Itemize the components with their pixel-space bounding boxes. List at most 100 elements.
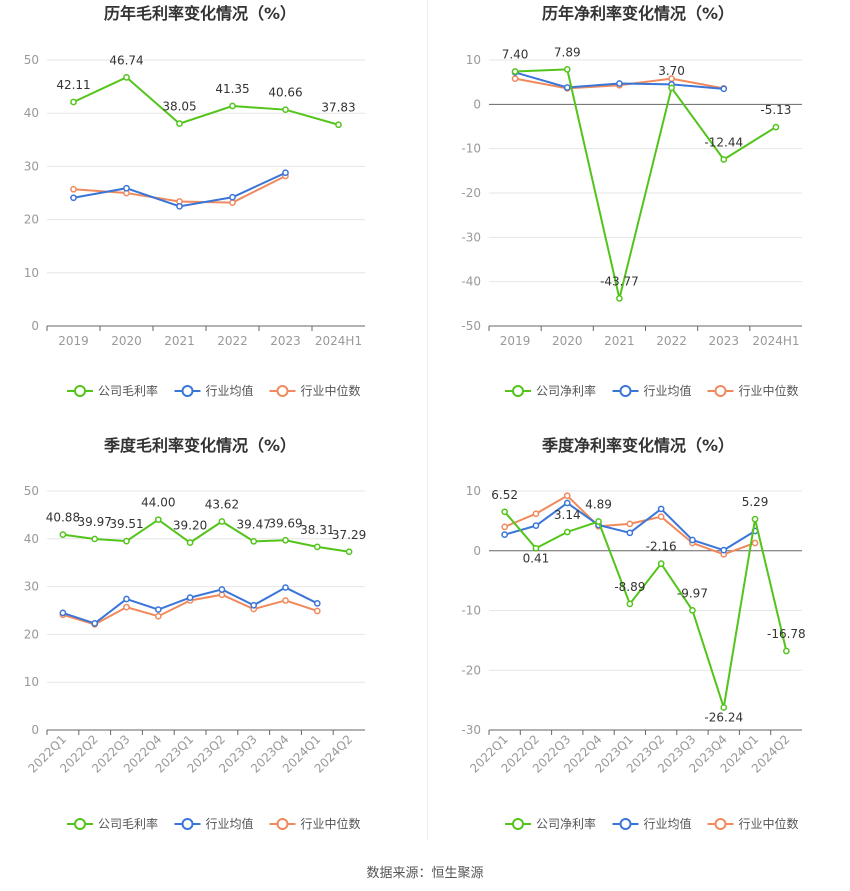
data-label: 41.35: [215, 82, 249, 96]
data-point-median: [657, 513, 665, 521]
x-tick-label: 2024H1: [315, 334, 362, 348]
data-point-avg: [720, 546, 728, 554]
data-point-avg: [501, 531, 508, 538]
legend-label: 行业中位数: [739, 383, 799, 398]
chart-quarter-net: 季度净利率变化情况（%）-30-20-100102022Q12022Q22022…: [461, 436, 805, 831]
data-point-company: [668, 84, 675, 92]
data-point-avg: [616, 80, 623, 87]
data-label: 46.74: [109, 53, 143, 67]
series-line-company: [62, 518, 350, 553]
legend-item-median: 行业中位数: [707, 383, 799, 398]
data-point-avg: [313, 599, 321, 607]
data-point-avg: [282, 584, 289, 591]
data-point-company: [345, 548, 353, 556]
y-tick-label: 10: [24, 675, 39, 689]
y-tick-label: 50: [24, 484, 39, 498]
data-point-avg: [59, 609, 67, 617]
legend-marker: [512, 385, 524, 397]
legend-item-avg: 行业均值: [612, 383, 692, 398]
legend-label: 行业均值: [206, 383, 254, 398]
data-label: 43.62: [205, 497, 239, 511]
data-point-company: [783, 647, 790, 655]
panel-divider: [427, 0, 428, 840]
x-tick-label: 2019: [58, 334, 89, 348]
legend-item-avg: 行业均值: [174, 383, 254, 398]
data-point-company: [70, 98, 77, 106]
legend-marker: [181, 385, 194, 397]
data-point-company: [720, 704, 728, 711]
data-point-company: [720, 156, 728, 163]
data-point-avg: [91, 620, 99, 627]
data-label: 39.69: [268, 516, 302, 530]
data-label: -12.44: [704, 135, 743, 149]
legend-item-company: 公司净利率: [505, 383, 596, 398]
legend-marker: [276, 385, 289, 397]
legend-item-company: 公司净利率: [505, 816, 596, 831]
y-tick-label: 40: [24, 532, 39, 546]
data-label: -26.24: [704, 711, 743, 725]
data-point-median: [229, 199, 236, 206]
legend-marker: [74, 818, 86, 830]
x-tick-label: 2023: [708, 334, 739, 348]
data-label: 40.66: [268, 86, 302, 100]
chart-title: 季度毛利率变化情况（%）: [103, 436, 296, 455]
data-label: -8.89: [614, 580, 645, 594]
data-point-company: [616, 295, 623, 302]
data-point-avg: [720, 85, 728, 93]
data-point-avg: [123, 595, 130, 603]
data-point-median: [532, 510, 540, 518]
data-label: 7.40: [502, 48, 529, 62]
data-label: 40.88: [46, 511, 80, 525]
x-tick-label: 2021: [604, 334, 635, 348]
data-point-avg: [626, 529, 634, 537]
series-line-company: [503, 511, 788, 708]
legend-marker: [276, 818, 289, 830]
y-tick-label: -30: [461, 230, 481, 244]
y-tick-label: 10: [466, 53, 481, 67]
data-point-avg: [186, 594, 194, 601]
x-tick-label: 2022: [217, 334, 248, 348]
x-tick-label: 2021: [164, 334, 195, 348]
legend-label: 行业均值: [644, 383, 692, 398]
data-label: 44.00: [141, 496, 175, 510]
data-label: 39.20: [173, 519, 207, 533]
data-label: 37.29: [332, 528, 366, 542]
data-point-company: [282, 536, 289, 544]
legend-label: 行业均值: [206, 816, 254, 831]
data-label: 3.70: [658, 64, 685, 78]
data-point-company: [250, 537, 258, 545]
y-tick-label: 20: [24, 213, 39, 227]
chart-annual-gross: 历年毛利率变化情况（%） 0 10 20 30 40 50 2019 2020 2021 2022 2…: [24, 4, 365, 398]
data-point-avg: [563, 84, 571, 91]
y-tick-label: 0: [31, 723, 39, 737]
data-label: 5.29: [742, 495, 769, 509]
data-point-company: [563, 66, 571, 73]
data-point-median: [626, 520, 634, 528]
data-point-company: [218, 518, 226, 525]
legend-marker: [512, 818, 524, 830]
y-tick-label: -20: [461, 663, 481, 677]
data-point-avg: [689, 536, 696, 544]
data-label: 7.89: [554, 45, 581, 59]
y-tick-label: 30: [24, 159, 39, 173]
legend-item-avg: 行业均值: [612, 816, 692, 831]
x-tick-label: 2020: [111, 334, 142, 348]
data-point-avg: [229, 193, 236, 201]
data-point-company: [313, 543, 321, 551]
data-point-avg: [250, 601, 258, 609]
y-tick-label: -20: [461, 186, 481, 200]
x-tick-label: 2024H1: [752, 334, 799, 348]
legend-label: 行业均值: [644, 816, 692, 831]
y-tick-label: 0: [31, 319, 39, 333]
data-label: -2.16: [646, 540, 677, 554]
series-line-company: [515, 68, 777, 299]
legend-item-company: 公司毛利率: [67, 383, 158, 398]
legend-label: 行业中位数: [301, 816, 361, 831]
x-tick-label: 2019: [500, 334, 531, 348]
y-tick-label: -10: [461, 604, 481, 618]
chart-annual-net: 历年净利率变化情况（%） -50 -40 -30 -20 -10 0 10 2019 2020 20…: [461, 4, 802, 398]
series-line-company: [73, 76, 339, 126]
data-point-company: [91, 535, 99, 543]
data-point-median: [313, 607, 321, 615]
legend-marker: [714, 385, 727, 397]
